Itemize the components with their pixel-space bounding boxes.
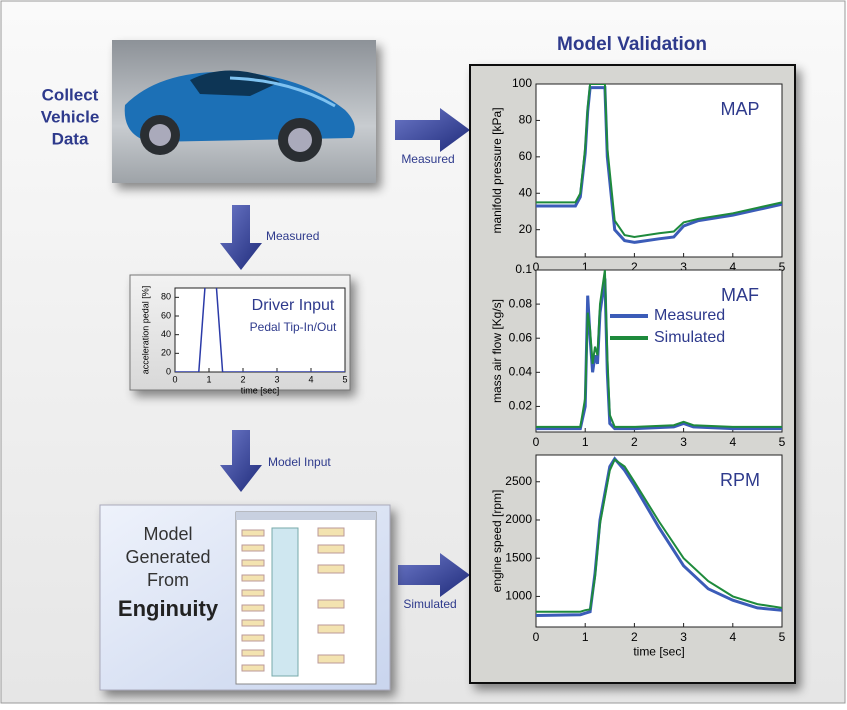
title: Model Validation [557, 34, 707, 55]
arrow-label: Model Input [268, 455, 331, 469]
vehicle-label: Data [52, 129, 89, 148]
model-text: Model [143, 524, 192, 544]
y-axis-label: mass air flow [Kg/s] [490, 299, 504, 403]
x-tick-label: 1 [582, 630, 589, 644]
vehicle-label: Vehicle [41, 107, 100, 126]
chart-label: MAP [720, 99, 759, 119]
legend-label: Simulated [654, 329, 725, 346]
x-tick-label: 4 [729, 435, 736, 449]
y-tick-label: 1000 [505, 589, 532, 603]
y-tick-label: 20 [161, 348, 171, 358]
y-tick-label: 60 [161, 310, 171, 320]
x-tick-label: 3 [274, 374, 279, 384]
y-tick-label: 40 [161, 329, 171, 339]
x-tick-label: 1 [582, 435, 589, 449]
y-axis-label: manifold pressure [kPa] [490, 107, 504, 233]
y-tick-label: 2500 [505, 474, 532, 488]
y-tick-label: 80 [519, 113, 533, 127]
x-tick-label: 2 [631, 435, 638, 449]
x-tick-label: 0 [533, 630, 540, 644]
y-tick-label: 0.04 [509, 364, 533, 378]
chart-label: MAF [721, 285, 759, 305]
y-tick-label: 0.06 [509, 330, 533, 344]
y-axis-label: engine speed [rpm] [490, 490, 504, 593]
x-tick-label: 1 [206, 374, 211, 384]
x-tick-label: 4 [308, 374, 313, 384]
x-tick-label: 5 [342, 374, 347, 384]
legend-label: Measured [654, 307, 725, 324]
x-tick-label: 0 [533, 435, 540, 449]
x-axis-label: time [sec] [241, 385, 280, 395]
x-tick-label: 2 [240, 374, 245, 384]
x-tick-label: 3 [680, 435, 687, 449]
model-text: From [147, 570, 189, 590]
x-tick-label: 2 [631, 630, 638, 644]
y-tick-label: 80 [161, 292, 171, 302]
chart-label: RPM [720, 470, 760, 490]
y-tick-label: 60 [519, 149, 533, 163]
model-text: Generated [125, 547, 210, 567]
chart-subtitle: Pedal Tip-In/Out [250, 320, 337, 334]
x-tick-label: 5 [779, 435, 786, 449]
y-tick-label: 0.1 [515, 262, 532, 276]
x-tick-label: 0 [172, 374, 177, 384]
vehicle-label: Collect [42, 85, 99, 104]
y-tick-label: 20 [519, 222, 533, 236]
page: Collect Vehicle Data Measured Measured M… [0, 0, 847, 710]
y-axis-label: acceleration pedal [%] [141, 286, 151, 375]
y-tick-label: 100 [512, 76, 532, 90]
car-image [112, 40, 376, 183]
y-tick-label: 0.08 [509, 296, 533, 310]
y-tick-label: 1500 [505, 550, 532, 564]
y-tick-label: 0 [166, 366, 171, 376]
chart-title: Driver Input [252, 297, 335, 314]
arrow-label: Simulated [403, 597, 456, 611]
arrow-label: Measured [266, 229, 319, 243]
x-tick-label: 5 [779, 630, 786, 644]
y-tick-label: 0.02 [509, 399, 533, 413]
diagram: Collect Vehicle Data Measured Measured M… [0, 0, 847, 705]
y-tick-label: 2000 [505, 512, 532, 526]
x-axis-label: time [sec] [633, 644, 684, 658]
x-tick-label: 4 [729, 630, 736, 644]
arrow-label: Measured [401, 152, 454, 166]
y-tick-label: 40 [519, 185, 533, 199]
model-screenshot [236, 512, 376, 684]
x-tick-label: 3 [680, 630, 687, 644]
model-brand: Enginuity [118, 596, 219, 621]
